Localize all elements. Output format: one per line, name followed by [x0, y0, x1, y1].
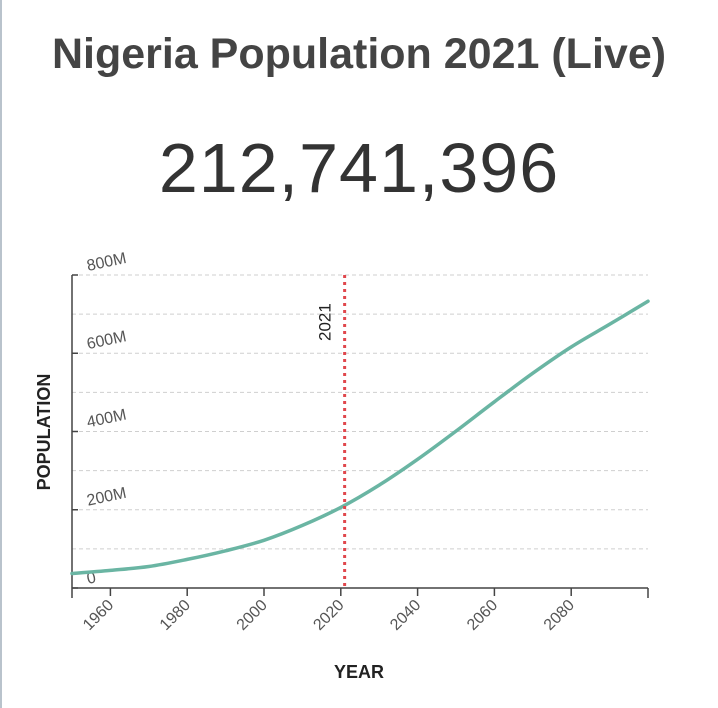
x-tick-label: 2000 — [234, 597, 271, 634]
y-tick-label: 800M — [85, 250, 128, 275]
series-layer — [70, 299, 650, 576]
population-series-line — [70, 299, 650, 576]
y-tick-label: 400M — [85, 406, 128, 431]
annotation-layer: 2021 — [316, 275, 347, 588]
x-tick-label: 1960 — [80, 597, 117, 634]
x-tick-label: 2020 — [310, 597, 347, 634]
y-tick-label: 0 — [85, 569, 97, 587]
y-axis-title: POPULATION — [34, 374, 54, 491]
x-tick-labels: 1960 1980 2000 2020 2040 2060 2080 — [80, 588, 578, 634]
current-year-label: 2021 — [316, 303, 335, 341]
page-title: Nigeria Population 2021 (Live) — [51, 30, 667, 78]
grid-lines — [72, 274, 648, 550]
y-tick-labels: 0 200M 400M 600M 800M — [72, 250, 128, 589]
x-tick-label: 2080 — [541, 597, 578, 634]
y-tick-label: 600M — [85, 328, 128, 353]
live-population-counter: 212,741,396 — [158, 129, 560, 207]
x-tick-label: 1980 — [157, 597, 194, 634]
x-tick-label: 2060 — [464, 597, 501, 634]
y-tick-label: 200M — [85, 485, 128, 510]
x-axis-title: YEAR — [334, 662, 384, 682]
frame-edge — [0, 0, 2, 708]
chart-axes — [71, 275, 649, 598]
x-tick-label: 2040 — [387, 597, 424, 634]
